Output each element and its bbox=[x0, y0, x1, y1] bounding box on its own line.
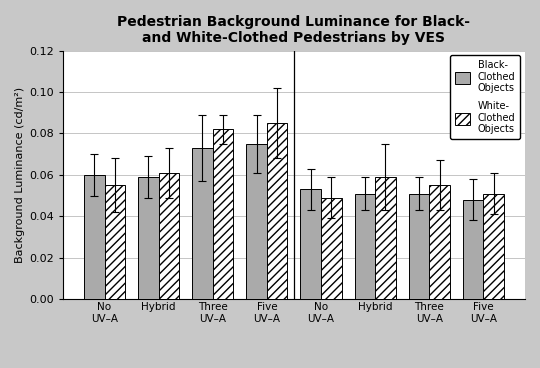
Bar bbox=[213, 129, 233, 299]
Bar bbox=[355, 194, 375, 299]
Y-axis label: Background Luminance (cd/m²): Background Luminance (cd/m²) bbox=[15, 87, 25, 263]
Bar bbox=[321, 198, 342, 299]
Title: Pedestrian Background Luminance for Black-
and White-Clothed Pedestrians by VES: Pedestrian Background Luminance for Blac… bbox=[118, 15, 470, 45]
Bar bbox=[159, 173, 179, 299]
Bar bbox=[84, 175, 105, 299]
Legend: Black-
Clothed
Objects, White-
Clothed
Objects: Black- Clothed Objects, White- Clothed O… bbox=[450, 56, 520, 139]
Bar bbox=[429, 185, 450, 299]
Bar bbox=[138, 177, 159, 299]
Bar bbox=[375, 177, 396, 299]
Bar bbox=[483, 194, 504, 299]
Bar bbox=[246, 144, 267, 299]
Bar bbox=[463, 200, 483, 299]
Bar bbox=[409, 194, 429, 299]
Bar bbox=[105, 185, 125, 299]
Bar bbox=[300, 190, 321, 299]
Bar bbox=[267, 123, 287, 299]
Bar bbox=[192, 148, 213, 299]
